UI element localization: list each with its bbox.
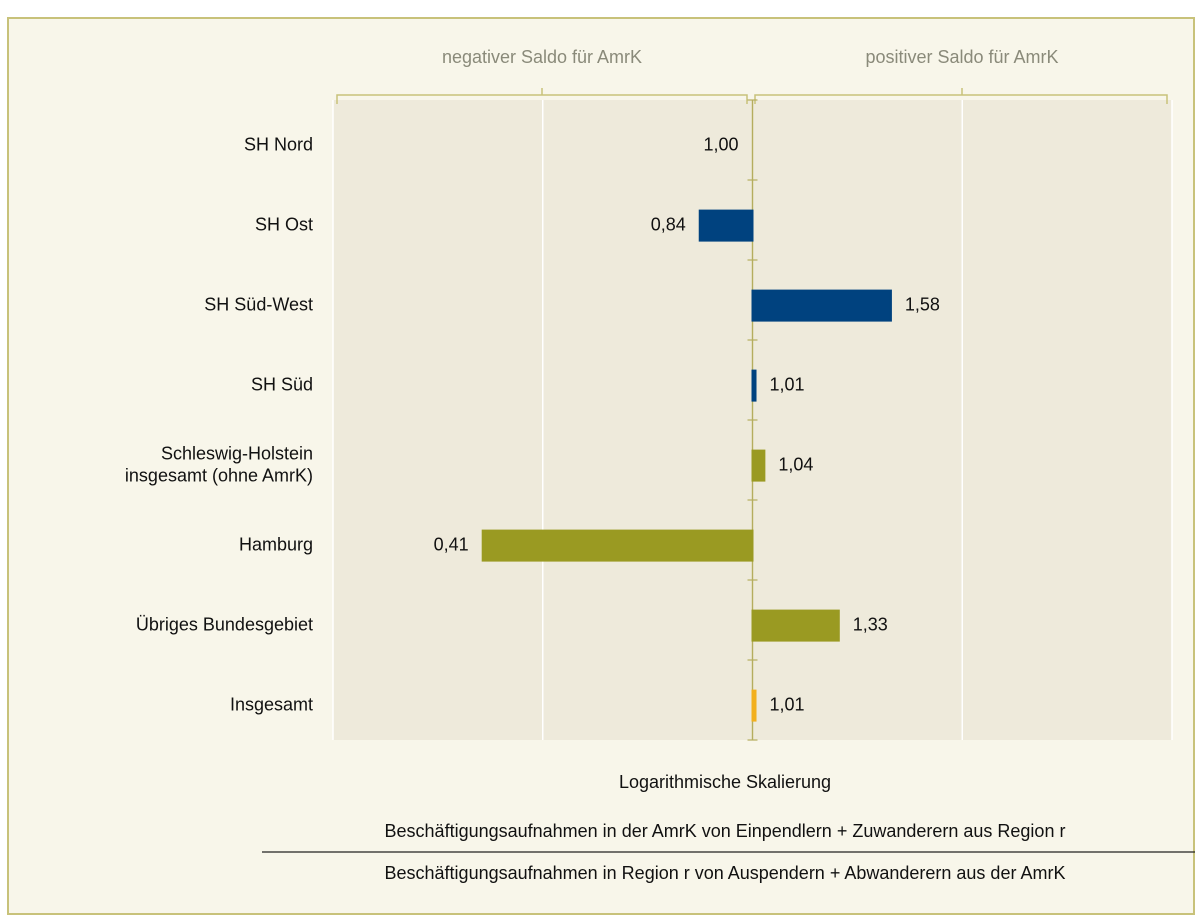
scale-note: Logarithmische Skalierung xyxy=(619,772,831,792)
bar xyxy=(751,449,766,482)
right-note: positiver Saldo für AmrK xyxy=(865,47,1058,67)
value-label: 1,33 xyxy=(853,614,888,634)
bar xyxy=(751,609,840,642)
category-label: SH Süd-West xyxy=(204,294,313,314)
bar xyxy=(751,369,757,402)
category-label: SH Süd xyxy=(251,374,313,394)
brackets xyxy=(336,88,1168,104)
value-label: 1,00 xyxy=(703,134,738,154)
bar xyxy=(481,529,754,562)
bar xyxy=(751,289,892,322)
bar xyxy=(698,209,754,242)
category-label: SH Ost xyxy=(255,214,313,234)
formula-denominator: Beschäftigungsaufnahmen in Region r von … xyxy=(385,863,1066,883)
category-label: SH Nord xyxy=(244,134,313,154)
category-label: Übriges Bundesgebiet xyxy=(136,614,313,634)
value-label: 1,01 xyxy=(770,694,805,714)
value-label: 1,04 xyxy=(778,454,813,474)
formula-numerator: Beschäftigungsaufnahmen in der AmrK von … xyxy=(385,821,1066,841)
category-label: Insgesamt xyxy=(230,694,313,714)
bar xyxy=(751,689,757,722)
value-label: 0,84 xyxy=(651,214,686,234)
value-label: 1,58 xyxy=(905,294,940,314)
category-label: Schleswig-Holstein insgesamt (ohne AmrK) xyxy=(125,443,313,485)
value-label: 1,01 xyxy=(770,374,805,394)
category-label: Hamburg xyxy=(239,534,313,554)
left-note: negativer Saldo für AmrK xyxy=(442,47,642,67)
value-label: 0,41 xyxy=(434,534,469,554)
